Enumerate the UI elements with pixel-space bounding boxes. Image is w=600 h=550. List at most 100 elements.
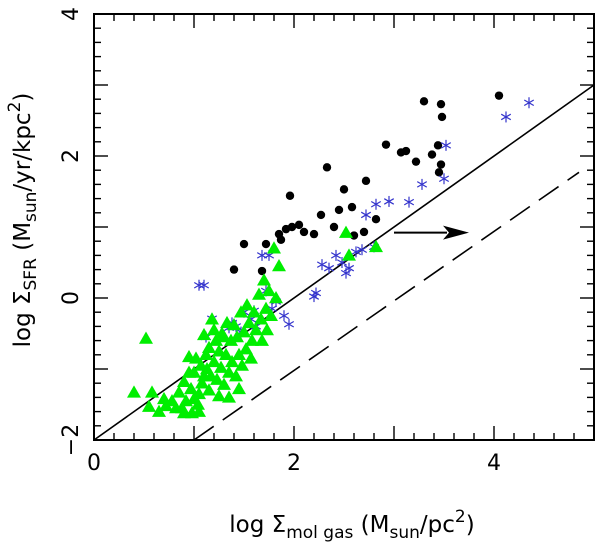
blue-asterisks-point (416, 178, 428, 190)
green-triangles-point (232, 381, 246, 395)
green-triangles-point (212, 344, 226, 357)
green-triangles-point (239, 342, 253, 355)
blue-asterisks-point (356, 244, 368, 256)
black-circles-point (436, 99, 446, 109)
blue-asterisks-point (278, 310, 290, 322)
black-circles-point (371, 214, 381, 224)
blue-asterisks-point (323, 262, 335, 274)
green-triangles-point (257, 273, 271, 286)
blue-asterisks-point (438, 173, 450, 185)
green-triangles-point (272, 259, 286, 272)
y-tick-label: −2 (59, 424, 84, 456)
green-triangles-point (217, 377, 231, 390)
green-triangles-point (254, 312, 268, 325)
x-tick-label: 4 (487, 451, 501, 476)
black-circles-point (229, 265, 239, 274)
green-triangles-point (240, 298, 254, 311)
blue-asterisks-point (523, 97, 535, 109)
green-triangles-point (260, 322, 274, 336)
black-circles-point (294, 220, 304, 230)
black-circles-point (437, 112, 447, 122)
green-triangles-point (207, 322, 221, 336)
green-triangles-point (264, 308, 278, 321)
green-triangles-point (139, 331, 153, 344)
green-triangles-point (229, 369, 243, 382)
data-points (127, 91, 535, 419)
black-circles-point (411, 157, 421, 166)
green-triangles-point (222, 390, 236, 403)
arrow-annotation (394, 225, 469, 240)
green-triangles-point (205, 312, 219, 325)
green-triangles-point (127, 385, 141, 398)
x-tick-label: 0 (87, 451, 101, 476)
solid-relation-line (93, 84, 595, 441)
blue-asterisks-point (360, 209, 372, 221)
green-triangles-point (252, 287, 266, 300)
green-triangles-point (245, 333, 259, 346)
plot-frame (93, 13, 595, 441)
blue-asterisks-point (193, 279, 205, 291)
blue-asterisks-point (403, 196, 415, 208)
blue-asterisks-point (256, 249, 268, 261)
green-triangles-point (195, 376, 209, 389)
green-triangles-point (142, 399, 156, 412)
green-triangles-point (152, 404, 166, 417)
green-triangles-point (214, 360, 228, 373)
green-triangles-point (197, 369, 211, 382)
black-circles-point (401, 146, 411, 156)
green-triangles-point (249, 322, 263, 336)
green-triangles-point (182, 365, 196, 378)
black-circles-point (494, 91, 504, 100)
blue-asterisks-point (440, 139, 452, 151)
green-triangles-point (212, 388, 226, 402)
blue-asterisks-point (343, 262, 355, 274)
black-circles-point (309, 229, 319, 239)
blue-asterisks-point (198, 279, 210, 291)
green-triangles-point (267, 241, 281, 254)
black-circles-point (257, 266, 267, 276)
green-triangles-point (199, 347, 213, 361)
blue-asterisks-point (330, 249, 342, 261)
green-triangles-point (202, 383, 216, 396)
black-circles-point (285, 191, 295, 200)
black-circles-point (316, 210, 326, 220)
green-triangles-point (217, 330, 231, 343)
black-circles-point (359, 227, 369, 237)
black-circles-point (334, 205, 344, 215)
green-triangles-point (262, 283, 276, 297)
green-triangles-point (259, 301, 273, 314)
green-triangles-point (185, 406, 199, 419)
green-triangles-point (339, 225, 353, 238)
blue-asterisks-point (370, 198, 382, 210)
green-triangles-point (255, 333, 269, 346)
green-triangles-point (244, 351, 258, 364)
green-triangles-point (145, 385, 159, 398)
x-tick-label: 2 (287, 451, 301, 476)
green-triangles-point (172, 385, 186, 398)
dashed-relation-line (193, 171, 580, 441)
black-circles-point (433, 141, 443, 150)
green-triangles-point (207, 354, 221, 368)
green-triangles-point (225, 354, 239, 368)
black-circles-point (427, 150, 437, 159)
green-triangles-point (242, 315, 256, 329)
green-triangles-point (232, 347, 246, 361)
green-triangles-point (209, 333, 223, 346)
green-triangles-point (342, 248, 356, 261)
black-circles-point (381, 140, 391, 149)
black-circles-point (434, 168, 444, 177)
green-triangles-point (234, 305, 248, 318)
blue-asterisks-point (383, 195, 395, 207)
black-circles-point (261, 239, 271, 249)
black-circles-point (239, 239, 249, 249)
black-circles-point (339, 185, 349, 194)
x-axis-label: log Σmol gas (Msun/pc2) (229, 507, 474, 543)
green-triangles-point (269, 291, 283, 304)
green-triangles-point (184, 381, 198, 395)
black-circles-point (436, 160, 446, 169)
green-triangles-point (237, 325, 251, 338)
green-triangles-point (219, 347, 233, 361)
black-circles-point (329, 222, 339, 232)
